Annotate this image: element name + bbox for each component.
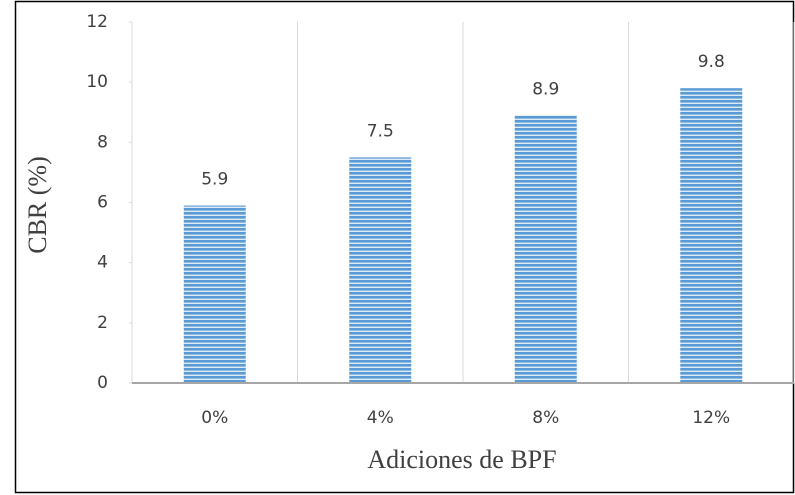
bar xyxy=(514,115,577,383)
y-tick-label: 6 xyxy=(97,193,108,213)
data-label: 5.9 xyxy=(201,170,228,190)
y-tick-label: 8 xyxy=(97,132,108,152)
y-tick-label: 4 xyxy=(97,253,108,273)
x-axis-label: Adiciones de BPF xyxy=(367,445,556,474)
bar xyxy=(183,205,246,383)
x-tick-label: 12% xyxy=(692,408,730,428)
bar xyxy=(680,88,743,383)
x-tick-label: 8% xyxy=(532,408,559,428)
x-tick-label: 0% xyxy=(201,408,228,428)
bar xyxy=(349,157,412,383)
y-axis-label: CBR (%) xyxy=(23,156,52,254)
data-label: 9.8 xyxy=(698,52,725,72)
data-label: 8.9 xyxy=(532,79,559,99)
data-label: 7.5 xyxy=(367,121,394,141)
y-tick-label: 0 xyxy=(97,373,108,393)
y-tick-label: 2 xyxy=(97,313,108,333)
y-tick-label: 12 xyxy=(86,12,108,32)
x-tick-label: 4% xyxy=(367,408,394,428)
y-tick-label: 10 xyxy=(86,72,108,92)
